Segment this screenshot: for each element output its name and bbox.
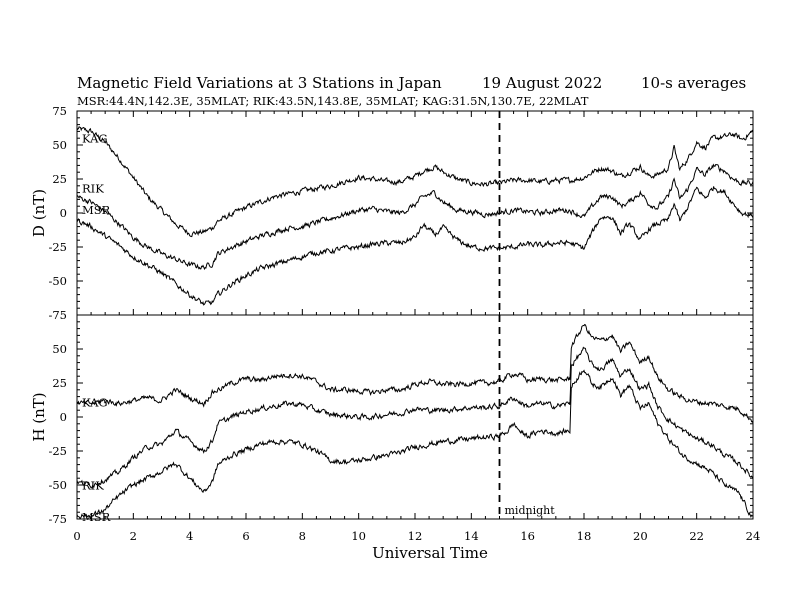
series-label-rik: RIK	[82, 478, 104, 492]
y-tick-label: -25	[48, 240, 67, 254]
midnight-label: midnight	[505, 504, 556, 517]
y-tick-label: 50	[52, 342, 67, 356]
x-tick-label: 12	[408, 529, 423, 543]
y-tick-label: -75	[48, 512, 67, 526]
x-tick-label: 14	[464, 529, 479, 543]
h-panel: 50 25 0 -25 -50 -75 KAG RIK MSR H (nT)	[30, 314, 754, 526]
x-tick-label: 0	[73, 529, 80, 543]
h-panel-frame	[76, 314, 754, 520]
x-tick-label: 18	[577, 529, 592, 543]
x-tick-label: 10	[351, 529, 366, 543]
d-series: KAG RIK MSR	[76, 126, 754, 306]
y-tick-label: 0	[60, 206, 67, 220]
y-tick-label: -50	[48, 274, 67, 288]
y-tick-label: 25	[52, 376, 67, 390]
x-tick-label: 24	[746, 529, 761, 543]
series-line-d-rik	[76, 163, 754, 271]
series-line-d-msr	[76, 186, 754, 306]
d-y-ticks: 75 50 25 0 -25 -50 -75	[48, 104, 753, 322]
series-line-h-kag	[76, 323, 754, 424]
series-label-msr: MSR	[82, 510, 111, 524]
x-tick-label: 16	[520, 529, 535, 543]
chart-date: 19 August 2022	[482, 74, 602, 92]
x-ticks: 0 2 4 6 8 10 12 14 16 18 20 22 24	[73, 111, 760, 543]
x-tick-label: 8	[299, 529, 306, 543]
x-axis-label: Universal Time	[372, 544, 488, 562]
d-panel: 75 50 25 0 -25 -50 -75 KAG RIK MSR D (nT)	[30, 104, 754, 322]
series-label-kag: KAG	[82, 132, 108, 146]
d-panel-frame	[76, 110, 754, 316]
d-axis-label: D (nT)	[30, 189, 48, 237]
y-tick-label: 0	[60, 410, 67, 424]
y-tick-label: -25	[48, 444, 67, 458]
y-tick-label: -50	[48, 478, 67, 492]
chart-subtitle: MSR:44.4N,142.3E, 35MLAT; RIK:43.5N,143.…	[77, 94, 589, 108]
y-tick-label: 50	[52, 138, 67, 152]
chart-title: Magnetic Field Variations at 3 Stations …	[77, 74, 442, 92]
chart-averaging: 10-s averages	[641, 74, 746, 92]
h-series: KAG RIK MSR	[76, 323, 754, 524]
h-y-ticks: 50 25 0 -25 -50 -75	[48, 314, 753, 526]
x-tick-label: 2	[130, 529, 137, 543]
x-tick-label: 22	[689, 529, 704, 543]
series-line-h-msr	[76, 369, 754, 521]
series-line-d-kag	[76, 126, 754, 238]
series-label-kag: KAG	[82, 395, 108, 409]
x-tick-label: 20	[633, 529, 648, 543]
x-tick-label: 4	[186, 529, 193, 543]
h-axis-label: H (nT)	[30, 392, 48, 441]
y-tick-label: -75	[48, 308, 67, 322]
series-line-h-rik	[76, 346, 754, 489]
x-tick-label: 6	[242, 529, 249, 543]
y-tick-label: 75	[52, 104, 67, 118]
series-label-rik: RIK	[82, 182, 104, 196]
series-label-msr: MSR	[82, 203, 111, 217]
y-tick-label: 25	[52, 172, 67, 186]
